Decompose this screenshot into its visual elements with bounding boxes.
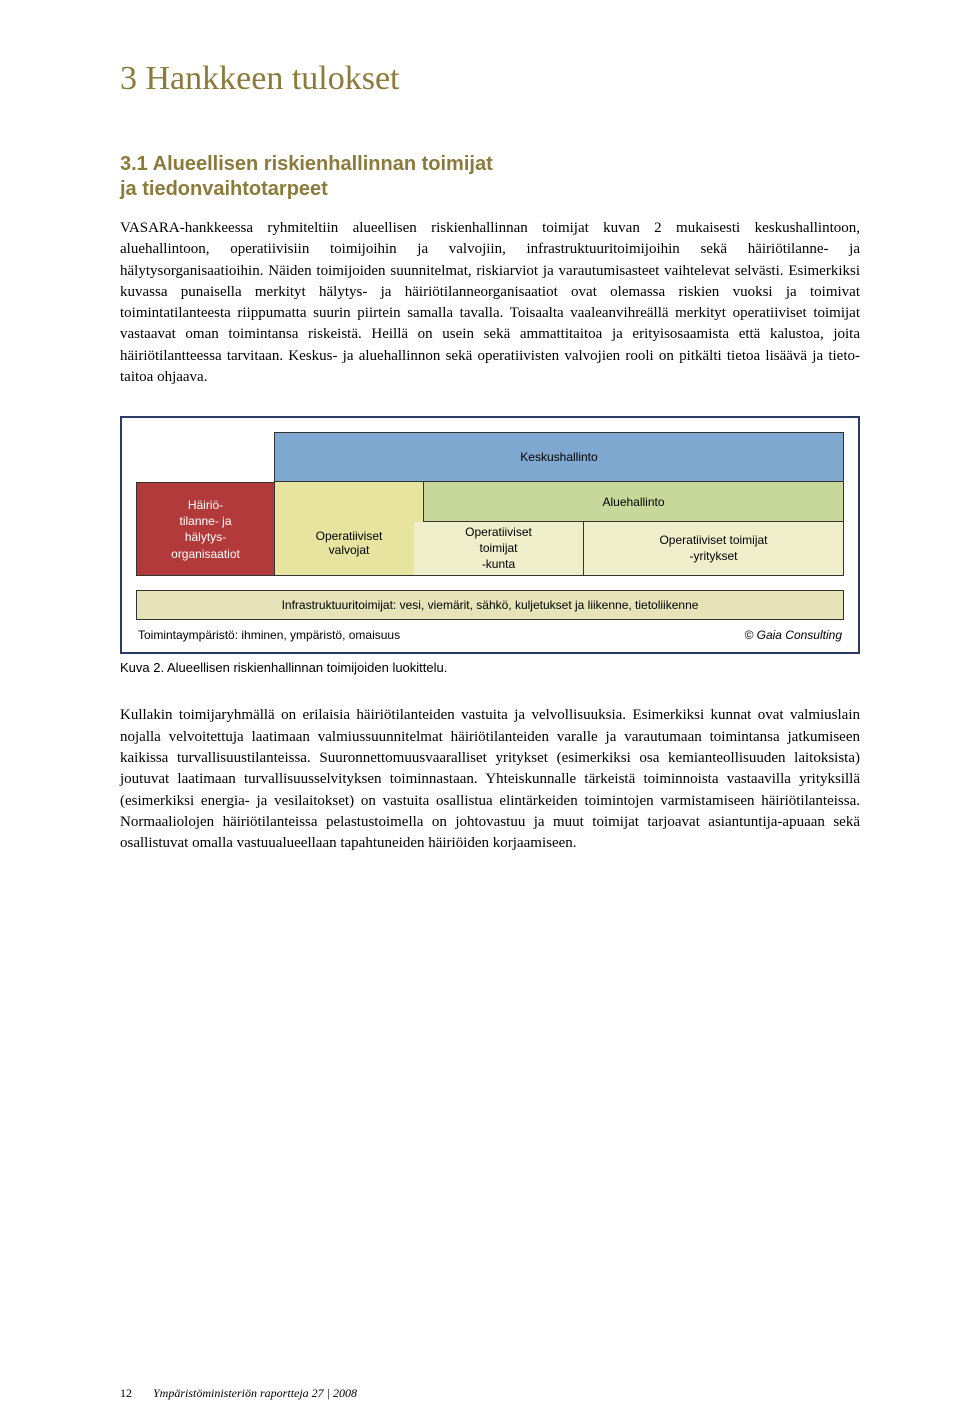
op-yritykset-block: Operatiiviset toimijat -yritykset bbox=[584, 522, 844, 576]
aluehallinto-bar: Aluehallinto bbox=[424, 482, 844, 522]
paragraph-2: Kullakin toimijaryhmällä on erilaisia hä… bbox=[120, 705, 860, 854]
diagram-credit: © Gaia Consulting bbox=[744, 628, 842, 642]
op-kunta-line3: -kunta bbox=[482, 557, 515, 571]
footer-source: Ympäristöministeriön raportteja 27 | 200… bbox=[153, 1386, 357, 1400]
op-yrit-line1: Operatiiviset toimijat bbox=[659, 533, 767, 547]
section-title-line1: Alueellisen riskienhallinnan toimijat bbox=[153, 153, 493, 175]
op-kunta-block: Operatiiviset toimijat -kunta bbox=[414, 522, 584, 576]
op-valvojat-line1: Operatiiviset bbox=[316, 529, 383, 543]
infra-bar: Infrastruktuuritoimijat: vesi, viemärit,… bbox=[136, 590, 844, 620]
figure-caption: Kuva 2. Alueellisen riskienhallinnan toi… bbox=[120, 660, 860, 675]
hairio-line1: Häiriö- bbox=[188, 498, 223, 512]
section-number: 3.1 bbox=[120, 153, 148, 175]
op-valvojat-line2: valvojat bbox=[329, 543, 370, 557]
environment-label: Toimintaympäristö: ihminen, ympäristö, o… bbox=[138, 628, 400, 642]
chapter-title: 3 Hankkeen tulokset bbox=[120, 60, 860, 98]
page-footer: 12 Ympäristöministeriön raportteja 27 | … bbox=[120, 1386, 357, 1401]
op-valvojat-block: Operatiiviset valvojat bbox=[274, 482, 424, 576]
op-kunta-line1: Operatiiviset bbox=[465, 525, 532, 539]
hairio-org-block: Häiriö- tilanne- ja hälytys- organisaati… bbox=[136, 482, 274, 576]
op-yrit-line2: -yritykset bbox=[689, 549, 737, 563]
aluehallinto-label: Aluehallinto bbox=[602, 495, 664, 509]
page-number: 12 bbox=[120, 1386, 132, 1400]
section-title-line2: ja tiedonvaihtotarpeet bbox=[120, 178, 328, 200]
keskushallinto-label: Keskushallinto bbox=[520, 450, 597, 464]
hairio-line4: organisaatiot bbox=[171, 547, 240, 561]
infra-label: Infrastruktuuritoimijat: vesi, viemärit,… bbox=[282, 598, 699, 612]
hairio-line3: hälytys- bbox=[185, 530, 226, 544]
section-title: 3.1 Alueellisen riskienhallinnan toimija… bbox=[120, 152, 860, 202]
diagram-frame: Keskushallinto Häiriö- tilanne- ja hälyt… bbox=[120, 416, 860, 654]
keskushallinto-bar: Keskushallinto bbox=[274, 432, 844, 482]
op-kunta-line2: toimijat bbox=[479, 541, 517, 555]
hairio-line2: tilanne- ja bbox=[179, 514, 231, 528]
diagram-left-spacer-top bbox=[136, 432, 274, 482]
paragraph-1: VASARA-hankkeessa ryhmiteltiin alueellis… bbox=[120, 218, 860, 388]
